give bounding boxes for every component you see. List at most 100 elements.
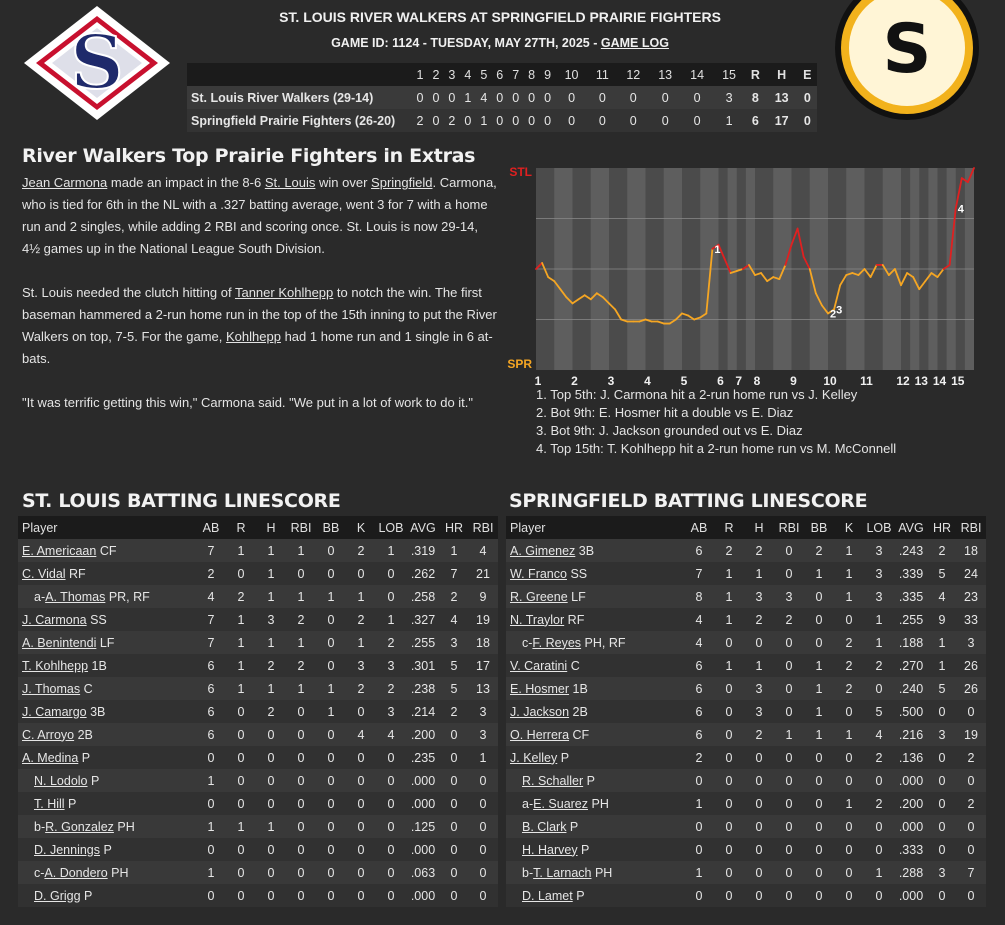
stat-cell: 0 <box>450 842 458 857</box>
player-name-link[interactable]: A. Gimenez <box>510 543 576 558</box>
player-name-link[interactable]: E. Americaan <box>22 543 97 558</box>
chart-notes: 1. Top 5th: J. Carmona hit a 2-run home … <box>536 386 896 458</box>
stat-cell: 0 <box>387 865 395 880</box>
batting-row: C. Vidal RF 2 0 1 0 0 0 0 .262 7 21 <box>18 562 498 585</box>
player-name-link[interactable]: T. Kohlhepp <box>22 658 89 673</box>
win-prob-segment <box>881 264 890 276</box>
player-name-link[interactable]: T. Hill <box>34 796 65 811</box>
stat-cell: 0 <box>297 819 305 834</box>
player-name-link[interactable]: E. Hosmer <box>510 681 570 696</box>
player-name-link[interactable]: N. Traylor <box>510 612 565 627</box>
player-name-link[interactable]: W. Franco <box>510 566 567 581</box>
stat-cell: 2 <box>267 704 275 719</box>
player-name-link[interactable]: R. Schaller <box>522 773 584 788</box>
win-prob-segment <box>656 320 665 325</box>
column-header: RBI <box>956 516 986 539</box>
player-name-link[interactable]: J. Thomas <box>22 681 81 696</box>
svg-text:S: S <box>883 10 932 89</box>
player-name-link[interactable]: J. Camargo <box>22 704 87 719</box>
article-link[interactable]: St. Louis <box>264 175 316 190</box>
stat-cell: 1 <box>725 658 733 673</box>
article-link[interactable]: Jean Carmona <box>22 175 108 190</box>
stat-cell: 0 <box>327 543 335 558</box>
win-prob-segment <box>808 268 817 295</box>
batting-row: D. Lamet P 0 0 0 0 0 0 0 .000 0 0 <box>506 884 986 907</box>
player-name-link[interactable]: N. Lodolo <box>34 773 88 788</box>
stat-cell: 6 <box>695 681 703 696</box>
player-name-link[interactable]: C. Vidal <box>22 566 66 581</box>
stat-cell: 0 <box>815 819 823 834</box>
player-name-link[interactable]: E. Suarez <box>533 796 589 811</box>
stat-cell: .288 <box>898 865 924 880</box>
player-name-link[interactable]: J. Carmona <box>22 612 87 627</box>
stat-cell: .188 <box>898 635 924 650</box>
stat-cell: 0 <box>938 773 946 788</box>
spr-batting-title: SPRINGFIELD BATTING LINESCORE <box>509 490 868 512</box>
stat-cell: 18 <box>964 543 978 558</box>
player-name-link[interactable]: D. Jennings <box>34 842 101 857</box>
stat-cell: 6 <box>695 727 703 742</box>
stat-cell: 1 <box>267 635 275 650</box>
player-name-link[interactable]: A. Medina <box>22 750 79 765</box>
player-name-link[interactable]: A. Benintendi <box>22 635 97 650</box>
batting-row: a-A. Thomas PR, RF 4 2 1 1 1 1 0 .258 2 9 <box>18 585 498 608</box>
player-name-link[interactable]: F. Reyes <box>532 635 582 650</box>
player-name-link[interactable]: A. Dondero <box>44 865 108 880</box>
win-prob-segment <box>796 227 805 258</box>
stl-batting-title: ST. LOUIS BATTING LINESCORE <box>22 490 341 512</box>
article-paragraph: Jean Carmona made an impact in the 8-6 S… <box>22 172 497 260</box>
inning-tick-label: 10 <box>823 374 837 388</box>
batting-row: W. Franco SS 7 1 1 0 1 1 3 .339 5 24 <box>506 562 986 585</box>
stat-cell: 0 <box>815 612 823 627</box>
spr-team-logo: S <box>835 0 979 120</box>
stat-cell: 6 <box>207 681 215 696</box>
stat-cell: .136 <box>898 750 924 765</box>
stat-cell: 0 <box>695 888 703 903</box>
stat-cell: 0 <box>755 635 763 650</box>
stat-cell: 3 <box>938 727 946 742</box>
article-link[interactable]: Tanner Kohlhepp <box>234 285 334 300</box>
stat-cell: 0 <box>357 888 365 903</box>
player-name-link[interactable]: A. Thomas <box>45 589 106 604</box>
player-position: P <box>100 842 112 857</box>
stat-cell: 3 <box>357 658 365 673</box>
article-link[interactable]: Springfield <box>371 175 433 190</box>
player-name-link[interactable]: R. Greene <box>510 589 568 604</box>
article-text: to notch the win. The first baseman hamm… <box>22 285 497 344</box>
player-name-link[interactable]: H. Harvey <box>522 842 578 857</box>
player-name-link[interactable]: V. Caratini <box>510 658 568 673</box>
player-name-link[interactable]: J. Jackson <box>510 704 570 719</box>
article-link[interactable]: Kohlhepp <box>226 329 281 344</box>
player-name-link[interactable]: B. Clark <box>522 819 567 834</box>
stat-cell: 0 <box>785 704 793 719</box>
stat-cell: 1 <box>725 566 733 581</box>
game-log-link[interactable]: GAME LOG <box>600 36 669 50</box>
player-name-link[interactable]: J. Kelley <box>510 750 558 765</box>
inning-score: 0 <box>568 90 576 105</box>
stat-cell: 0 <box>357 704 365 719</box>
inning-score: 0 <box>568 113 576 128</box>
rhe-header: E <box>797 63 817 86</box>
win-prob-segment <box>644 318 653 323</box>
player-name-link[interactable]: O. Herrera <box>510 727 570 742</box>
chart-note: 4. Top 15th: T. Kohlhepp hit a 2-run hom… <box>536 441 897 456</box>
player-position: PH <box>113 819 135 834</box>
player-name-link[interactable]: R. Gonzalez <box>45 819 114 834</box>
win-prob-segment <box>851 272 860 276</box>
team-column-header <box>187 63 412 86</box>
player-name-link[interactable]: C. Arroyo <box>22 727 75 742</box>
player-name-link[interactable]: D. Grigg <box>34 888 81 903</box>
stat-cell: 0 <box>387 750 395 765</box>
player-name-link[interactable]: T. Larnach <box>533 865 592 880</box>
stat-cell: 3 <box>450 635 458 650</box>
stat-cell: 0 <box>785 658 793 673</box>
player-name-link[interactable]: D. Lamet <box>522 888 573 903</box>
stat-cell: 0 <box>875 681 883 696</box>
player-cell: a-A. Thomas PR, RF <box>18 585 196 608</box>
inning-score: 0 <box>496 113 504 128</box>
stat-cell: 0 <box>450 796 458 811</box>
stat-cell: 0 <box>327 819 335 834</box>
stl-batting-table: Player AB R H RBI BB K LOB AVG HR RBI E. Americaan… <box>18 516 498 907</box>
stat-cell: 0 <box>695 773 703 788</box>
stat-cell: 0 <box>755 865 763 880</box>
